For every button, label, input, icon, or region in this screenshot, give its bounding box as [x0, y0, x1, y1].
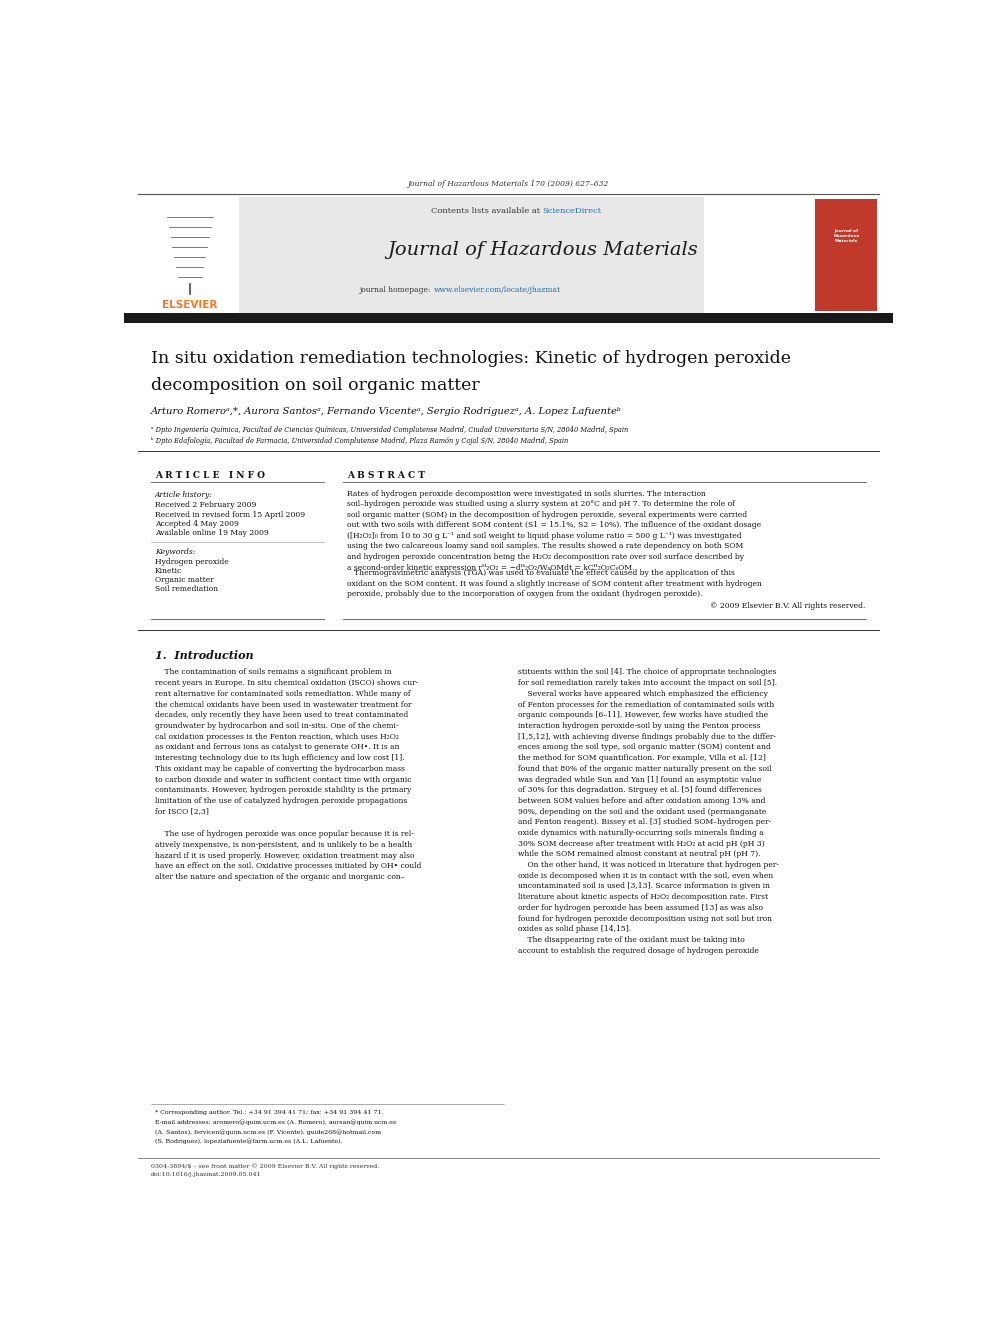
Text: Article history:: Article history: [155, 491, 213, 499]
Text: Soil remediation: Soil remediation [155, 585, 218, 593]
Text: 0304-3894/$ – see front matter © 2009 Elsevier B.V. All rights reserved.: 0304-3894/$ – see front matter © 2009 El… [151, 1164, 379, 1170]
Text: Journal of
Hazardous
Materials: Journal of Hazardous Materials [833, 229, 859, 242]
Text: Hydrogen peroxide: Hydrogen peroxide [155, 557, 229, 566]
Text: A R T I C L E   I N F O: A R T I C L E I N F O [155, 471, 265, 480]
Text: ELSEVIER: ELSEVIER [162, 300, 217, 310]
Text: Received in revised form 15 April 2009: Received in revised form 15 April 2009 [155, 511, 306, 519]
Text: (A. Santos), fervicen@quim.ucm.es (F. Vicente), guide268@hotmail.com: (A. Santos), fervicen@quim.ucm.es (F. Vi… [155, 1129, 381, 1135]
Text: Kinetic: Kinetic [155, 566, 183, 576]
Text: decomposition on soil organic matter: decomposition on soil organic matter [151, 377, 480, 394]
Text: E-mail addresses: aromero@quim.ucm.es (A. Romero), aursan@quim.ucm.es: E-mail addresses: aromero@quim.ucm.es (A… [155, 1119, 396, 1126]
Text: Journal of Hazardous Materials: Journal of Hazardous Materials [387, 241, 698, 258]
Text: In situ oxidation remediation technologies: Kinetic of hydrogen peroxide: In situ oxidation remediation technologi… [151, 349, 792, 366]
Text: The use of hydrogen peroxide was once popular because it is rel-
atively inexpen: The use of hydrogen peroxide was once po… [155, 831, 422, 881]
Text: A B S T R A C T: A B S T R A C T [347, 471, 426, 480]
Text: ᵃ Dpto Ingeniería Química, Facultad de Ciencias Químicas, Universidad Complutens: ᵃ Dpto Ingeniería Química, Facultad de C… [151, 426, 628, 434]
Text: Journal of Hazardous Materials 170 (2009) 627–632: Journal of Hazardous Materials 170 (2009… [408, 180, 609, 188]
Text: Received 2 February 2009: Received 2 February 2009 [155, 501, 256, 509]
Text: ᵇ Dpto Edafología, Facultad de Farmacia, Universidad Complutense Madrid, Plaza R: ᵇ Dpto Edafología, Facultad de Farmacia,… [151, 437, 568, 445]
Text: Available online 19 May 2009: Available online 19 May 2009 [155, 529, 269, 537]
Text: 1.  Introduction: 1. Introduction [155, 650, 254, 662]
Text: doi:10.1016/j.jhazmat.2009.05.041: doi:10.1016/j.jhazmat.2009.05.041 [151, 1172, 262, 1177]
Bar [124, 312, 893, 323]
Text: Organic matter: Organic matter [155, 576, 213, 583]
Bar [815, 198, 877, 311]
Bar [239, 197, 703, 312]
Text: journal homepage:: journal homepage: [360, 286, 434, 294]
Text: www.elsevier.com/locate/jhazmat: www.elsevier.com/locate/jhazmat [434, 286, 561, 294]
Text: (S. Rodriguez), lopezlafuente@farm.ucm.es (A.L. Lafuente).: (S. Rodriguez), lopezlafuente@farm.ucm.e… [155, 1138, 342, 1144]
Text: ScienceDirect: ScienceDirect [543, 208, 601, 216]
Text: Rates of hydrogen peroxide decomposition were investigated in soils slurries. Th: Rates of hydrogen peroxide decomposition… [347, 490, 761, 572]
Text: Accepted 4 May 2009: Accepted 4 May 2009 [155, 520, 239, 528]
Text: Keywords:: Keywords: [155, 548, 195, 556]
Text: Contents lists available at: Contents lists available at [431, 208, 543, 216]
Text: * Corresponding author. Tel.: +34 91 394 41 71; fax: +34 91 394 41 71.: * Corresponding author. Tel.: +34 91 394… [155, 1110, 384, 1115]
Text: © 2009 Elsevier B.V. All rights reserved.: © 2009 Elsevier B.V. All rights reserved… [710, 602, 866, 610]
Text: stituents within the soil [4]. The choice of appropriate technologies
for soil r: stituents within the soil [4]. The choic… [518, 668, 779, 955]
Text: Thermogravimetric analysis (TGA) was used to evaluate the effect caused by the a: Thermogravimetric analysis (TGA) was use… [347, 569, 762, 598]
Text: Arturo Romeroᵃ,*, Aurora Santosᵃ, Fernando Vicenteᵃ, Sergio Rodriguezᵃ, A. Lopez: Arturo Romeroᵃ,*, Aurora Santosᵃ, Fernan… [151, 407, 622, 417]
Text: The contamination of soils remains a significant problem in
recent years in Euro: The contamination of soils remains a sig… [155, 668, 419, 815]
